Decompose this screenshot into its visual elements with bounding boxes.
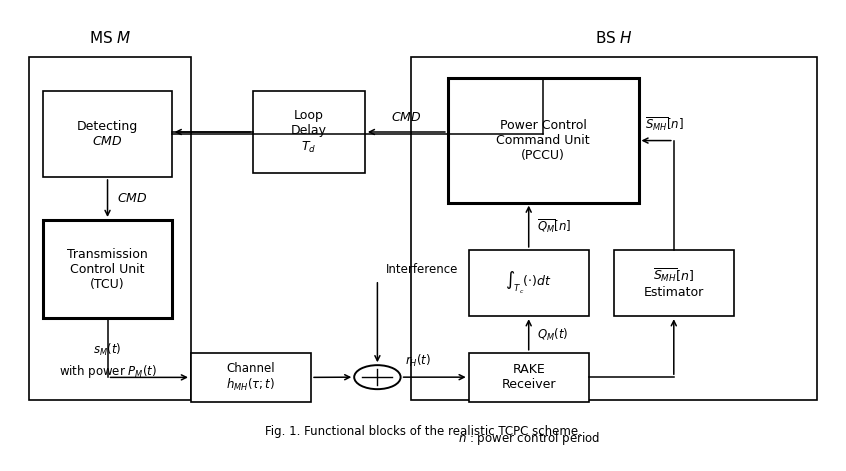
Circle shape xyxy=(354,365,401,389)
Bar xyxy=(191,353,311,402)
Bar xyxy=(410,57,816,400)
Text: $Q_M(t)$: $Q_M(t)$ xyxy=(537,326,569,342)
Bar xyxy=(448,78,639,203)
Text: Detecting
$CMD$: Detecting $CMD$ xyxy=(77,120,138,148)
Text: $\overline{S_{MH}}[n]$: $\overline{S_{MH}}[n]$ xyxy=(645,115,684,133)
Text: Interference: Interference xyxy=(386,262,458,276)
Text: Transmission
Control Unit
(TCU): Transmission Control Unit (TCU) xyxy=(67,248,148,291)
Bar xyxy=(43,91,172,177)
Text: with power $P_M(t)$: with power $P_M(t)$ xyxy=(58,364,157,381)
Text: $s_M(t)$: $s_M(t)$ xyxy=(93,342,122,358)
Bar xyxy=(469,250,589,317)
Text: $\overline{Q_M}[n]$: $\overline{Q_M}[n]$ xyxy=(537,218,571,235)
Bar xyxy=(43,220,172,318)
Text: $n$ : power control period: $n$ : power control period xyxy=(458,430,600,447)
Bar xyxy=(253,91,365,173)
Bar xyxy=(469,353,589,402)
Text: Power Control
Command Unit
(PCCU): Power Control Command Unit (PCCU) xyxy=(497,119,590,162)
Text: $r_H(t)$: $r_H(t)$ xyxy=(404,353,431,369)
Text: Fig. 1. Functional blocks of the realistic TCPC scheme.: Fig. 1. Functional blocks of the realist… xyxy=(265,425,581,439)
Bar xyxy=(29,57,191,400)
Text: $\int_{T_c}(\cdot)dt$: $\int_{T_c}(\cdot)dt$ xyxy=(505,270,552,296)
Text: Channel
$h_{MH}(\tau;t)$: Channel $h_{MH}(\tau;t)$ xyxy=(227,362,276,393)
Text: RAKE
Receiver: RAKE Receiver xyxy=(502,364,556,391)
Bar xyxy=(613,250,733,317)
Text: $\overline{S_{MH}}[n]$
Estimator: $\overline{S_{MH}}[n]$ Estimator xyxy=(644,267,704,300)
Text: BS $H$: BS $H$ xyxy=(595,30,633,46)
Text: $CMD$: $CMD$ xyxy=(118,192,148,205)
Text: $CMD$: $CMD$ xyxy=(391,111,421,124)
Text: Loop
Delay
$T_d$: Loop Delay $T_d$ xyxy=(291,109,327,154)
Text: MS $M$: MS $M$ xyxy=(89,30,131,46)
